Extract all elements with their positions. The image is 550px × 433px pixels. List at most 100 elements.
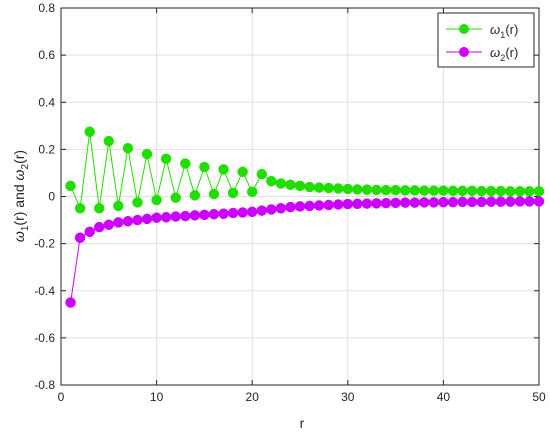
data-point [524,196,535,207]
data-point [390,184,401,196]
data-point [304,200,315,212]
data-point [514,186,526,197]
data-point [151,194,162,206]
y-tick-label: 0 [48,190,55,204]
legend-box [437,12,535,68]
series-1 [65,126,545,214]
data-point [180,158,191,169]
data-point [466,185,478,197]
data-point [180,210,191,222]
data-point [294,201,306,212]
data-point [390,197,401,209]
y-tick-label: -0.6 [34,331,55,345]
data-point [352,184,363,195]
data-point [428,185,440,196]
data-point [141,148,153,160]
data-point [237,207,248,218]
data-point [457,185,468,197]
data-point [189,210,201,221]
legend-item: ω2(r) [446,45,518,63]
data-point [505,186,516,197]
data-point [419,185,430,196]
data-point [199,209,210,221]
y-tick-label: 0.4 [38,95,55,109]
legend-label: ω2(r) [490,45,518,63]
data-point [447,185,459,197]
y-tick-label: 0.6 [38,48,55,62]
data-point [495,185,507,197]
data-point [332,199,344,210]
data-point [380,184,392,196]
data-point [285,179,296,190]
data-point [275,203,287,214]
data-point [409,185,420,196]
data-point [189,190,201,201]
data-point [438,185,449,196]
data-point [361,198,373,209]
data-point [246,206,258,218]
data-point [84,226,95,238]
y-axis-label: ω1(r) and ω2(r) [11,150,31,242]
x-tick-label: 30 [341,390,355,404]
data-point [256,168,268,180]
data-point [371,184,382,196]
y-tick-label: -0.2 [34,237,55,251]
data-point [113,200,124,212]
data-point [84,126,95,137]
data-point [160,153,172,165]
data-point [170,211,181,222]
legend-label: ω1(r) [490,22,518,40]
legend-swatch-marker [459,24,469,34]
data-point [285,201,296,213]
data-point [332,183,344,194]
y-tick-label: -0.4 [34,284,55,298]
legend-item: ω1(r) [446,22,518,40]
data-point [218,164,229,175]
legend-swatch-marker [459,47,469,57]
y-tick-label: -0.8 [34,378,55,392]
data-point [323,182,334,194]
data-point [160,211,172,223]
x-tick-label: 0 [58,390,65,404]
data-point [399,197,411,208]
data-point [132,214,143,226]
x-tick-label: 50 [532,390,546,404]
y-axis: -0.8 -0.6 -0.4 -0.2 0 0.2 0.4 0.6 0.8 [34,1,539,392]
data-point [457,196,468,208]
data-point [103,135,115,147]
data-point [237,166,248,178]
data-point [141,213,153,225]
data-point [266,204,277,215]
data-point [227,187,239,199]
data-point [342,198,354,210]
data-point [103,219,115,231]
data-point [380,197,392,209]
data-point [476,196,487,208]
data-point [93,221,105,233]
data-point [256,205,268,216]
data-point [113,217,124,228]
data-point [122,215,134,227]
data-point [419,197,430,208]
series-2 [65,196,545,308]
data-point [93,203,105,214]
data-point [399,185,411,196]
data-point [65,297,76,308]
x-axis-label: r [300,415,305,431]
data-point [65,180,76,192]
data-point [122,142,134,154]
legend: ω1(r) ω2(r) [437,12,535,68]
data-point [266,175,277,187]
data-point [361,184,373,195]
data-point [438,196,449,208]
data-point [428,197,440,208]
data-point [533,196,545,207]
data-point [208,208,220,220]
series-group [65,126,545,308]
data-point [495,196,507,207]
data-point [304,181,315,193]
data-point [313,200,325,211]
data-point [485,196,497,207]
